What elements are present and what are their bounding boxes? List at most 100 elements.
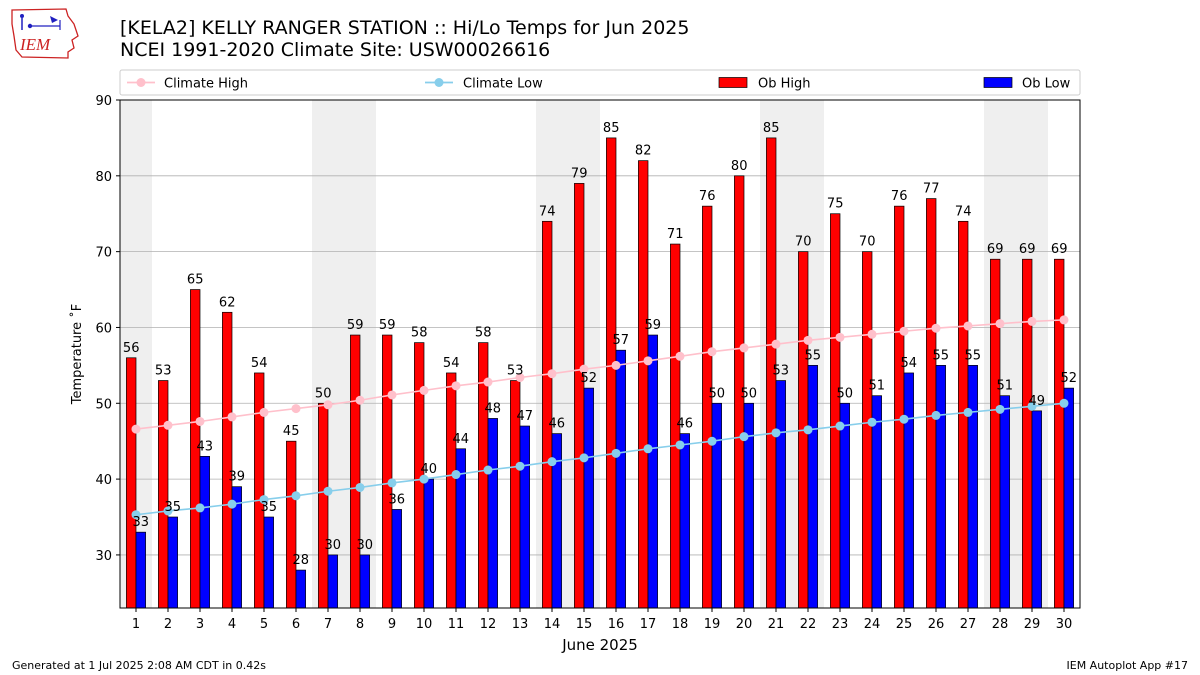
climate-high-point (835, 332, 845, 342)
climate-low-line (135, 402, 1065, 516)
ob-high-label: 62 (219, 295, 236, 310)
ob-high-label: 80 (731, 159, 748, 174)
x-tick-label: 27 (960, 617, 977, 632)
legend-ob-high-swatch (718, 77, 748, 88)
climate-low-point (643, 444, 653, 454)
weekend-shade (344, 100, 376, 608)
ob-low-label: 54 (901, 356, 918, 371)
climate-high-line (135, 319, 1065, 430)
ob-low-label: 46 (677, 417, 694, 432)
ob-low-label: 50 (741, 386, 758, 401)
x-tick-label: 20 (736, 617, 753, 632)
climate-high-point (899, 326, 909, 336)
ob-high-label: 75 (827, 197, 844, 212)
legend-climate-high-marker (136, 78, 146, 87)
climate-low-point (867, 417, 877, 427)
ob-low-bar (743, 402, 754, 609)
y-tick-label: 60 (95, 321, 112, 336)
legend-ob-low-label: Ob Low (1022, 77, 1071, 92)
chart-subtitle: NCEI 1991-2020 Climate Site: USW00026616 (120, 39, 551, 61)
ob-high-bar (222, 311, 233, 609)
ob-low-label: 28 (293, 553, 310, 568)
ob-low-label: 59 (645, 318, 662, 333)
ob-low-label: 48 (485, 401, 502, 416)
ob-low-bar (967, 365, 978, 609)
ob-low-bar (231, 486, 242, 609)
iem-logo: IEM (11, 8, 79, 59)
ob-low-label: 51 (869, 379, 886, 394)
x-tick-label: 30 (1056, 617, 1073, 632)
weekend-shade (792, 100, 824, 608)
x-tick-label: 24 (864, 617, 881, 632)
y-tick-label: 30 (95, 549, 112, 564)
ob-high-bar (1054, 258, 1065, 609)
ob-low-bar (583, 387, 594, 609)
ob-high-bar (926, 198, 937, 609)
climate-high-point (579, 364, 589, 374)
ob-high-label: 79 (571, 166, 588, 181)
ob-low-label: 51 (997, 379, 1014, 394)
climate-low-point (707, 436, 717, 446)
y-axis-title: Temperature ˚F (69, 304, 85, 405)
ob-high-label: 70 (859, 235, 876, 250)
ob-high-label: 69 (1051, 242, 1068, 257)
ob-high-bar (958, 220, 969, 609)
weekend-shade (1016, 100, 1048, 608)
ob-high-bar (574, 183, 585, 609)
x-tick-label: 4 (228, 617, 236, 632)
x-tick-label: 1 (132, 617, 140, 632)
climate-high-point (515, 373, 525, 383)
climate-low-point (899, 414, 909, 424)
weekend-shade (568, 100, 600, 608)
ob-high-bar (606, 137, 617, 609)
ob-high-bar (766, 137, 777, 609)
weekend-shade (120, 100, 152, 608)
climate-low-point (323, 486, 333, 496)
climate-high-point (291, 404, 301, 414)
ob-high-label: 58 (411, 326, 428, 341)
ob-high-bar (638, 160, 649, 609)
climate-low-point (931, 410, 941, 420)
ob-high-label: 76 (891, 189, 908, 204)
x-tick-label: 12 (480, 617, 497, 632)
climate-high-point (611, 360, 621, 370)
climate-low-point (835, 421, 845, 431)
ob-high-bar (670, 243, 681, 609)
ob-low-label: 46 (549, 417, 566, 432)
climate-high-point (931, 323, 941, 333)
ob-low-label: 47 (517, 409, 534, 424)
x-tick-label: 14 (544, 617, 561, 632)
ob-low-bar (775, 380, 786, 609)
ob-high-label: 69 (1019, 242, 1036, 257)
x-tick-label: 26 (928, 617, 945, 632)
ob-high-label: 77 (923, 182, 940, 197)
ob-high-bar (446, 372, 457, 609)
weekend-shade (760, 100, 792, 608)
climate-high-point (131, 424, 141, 434)
ob-high-label: 59 (379, 318, 396, 333)
logo-text: IEM (19, 35, 51, 54)
y-tick-label: 50 (95, 397, 112, 412)
x-tick-label: 17 (640, 617, 657, 632)
legend-ob-low-swatch (983, 77, 1013, 88)
ob-low-bar (551, 433, 562, 609)
ob-high-label: 69 (987, 242, 1004, 257)
ob-high-label: 45 (283, 424, 300, 439)
x-tick-label: 15 (576, 617, 593, 632)
ob-high-bar (126, 357, 137, 609)
ob-low-label: 55 (965, 348, 982, 363)
legend-climate-high-label: Climate High (164, 77, 248, 92)
ob-low-bar (263, 516, 274, 609)
climate-high-point (259, 407, 269, 417)
legend-climate-low-label: Climate Low (463, 77, 543, 92)
ob-low-label: 40 (421, 462, 438, 477)
climate-high-point (995, 319, 1005, 329)
ob-high-bar (510, 380, 521, 609)
climate-low-point (163, 506, 173, 516)
generated-timestamp: Generated at 1 Jul 2025 2:08 AM CDT in 0… (12, 659, 266, 672)
ob-high-label: 85 (763, 121, 780, 136)
climate-high-point (227, 412, 237, 422)
y-tick-label: 90 (95, 94, 112, 109)
ob-low-bar (903, 372, 914, 609)
weekend-shade (984, 100, 1016, 608)
